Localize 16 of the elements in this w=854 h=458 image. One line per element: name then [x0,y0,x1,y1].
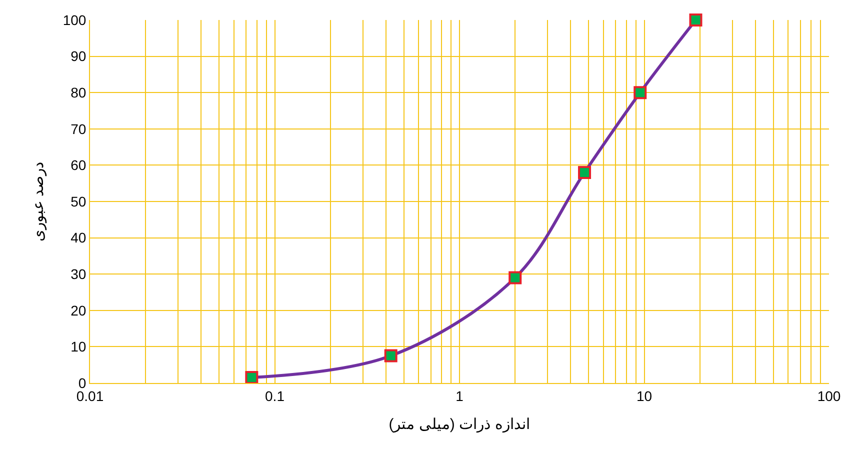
x-axis-title: اندازه ذرات (میلی متر) [388,416,530,433]
y-tick-label: 50 [70,193,86,210]
y-tick-label: 60 [70,157,86,174]
y-tick-label: 20 [70,302,86,318]
y-tick-label: 90 [70,48,86,64]
x-tick-label: 100 [817,388,841,404]
x-tick-label: 1 [456,388,464,404]
y-tick-label: 10 [70,338,86,355]
y-axis-title: درصد عبوری [30,161,48,242]
x-tick-label: 10 [636,388,652,404]
y-tick-label: 40 [70,230,86,246]
y-tick-label: 100 [62,12,86,28]
y-tick-label: 80 [70,84,86,100]
x-tick-label: 0.1 [265,388,285,404]
y-tick-label: 70 [70,120,86,137]
y-tick-label: 30 [70,266,86,282]
